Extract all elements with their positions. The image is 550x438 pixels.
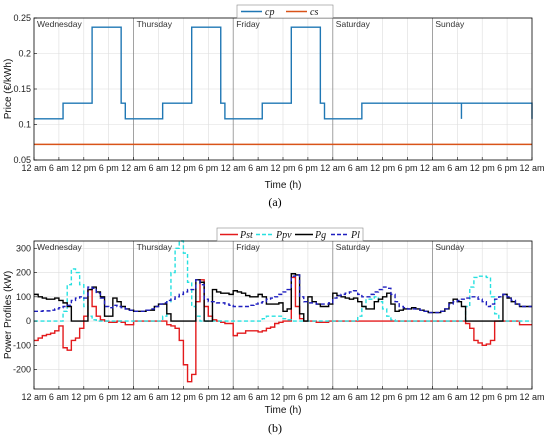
day-label: Saturday	[336, 242, 371, 252]
y-tick-label: 100	[16, 292, 31, 302]
y-tick-label: 0.2	[18, 49, 31, 59]
x-tick-label: 12 pm	[71, 392, 96, 402]
legend-label-ppv: Ppv	[275, 230, 292, 241]
x-tick-label: 12 am	[519, 163, 544, 173]
x-tick-label: 12 pm	[71, 163, 96, 173]
price-legend: cp cs	[236, 4, 334, 19]
legend-label-cp: cp	[265, 7, 274, 18]
x-tick-label: 6 am	[49, 163, 69, 173]
x-tick-label: 6 am	[447, 163, 467, 173]
x-tick-label: 12 pm	[270, 392, 295, 402]
x-tick-label: 12 pm	[370, 392, 395, 402]
day-label: Sunday	[435, 242, 465, 252]
series-line-pg	[34, 273, 532, 322]
y-tick-label: 0.15	[13, 84, 31, 94]
day-label: Friday	[236, 242, 260, 252]
day-label: Wednesday	[37, 242, 82, 252]
day-label: Sunday	[435, 19, 465, 29]
x-tick-label: 6 am	[49, 392, 69, 402]
y-tick-label: 0.1	[18, 120, 31, 130]
day-label: Thursday	[137, 19, 173, 29]
x-tick-label: 6 am	[148, 392, 168, 402]
x-tick-label: 12 am	[420, 392, 445, 402]
x-tick-label: 6 pm	[497, 163, 517, 173]
x-tick-label: 12 am	[420, 163, 445, 173]
x-tick-label: 6 pm	[298, 163, 318, 173]
x-tick-label: 6 am	[348, 392, 368, 402]
x-tick-label: 12 pm	[171, 392, 196, 402]
x-tick-label: 6 pm	[99, 392, 119, 402]
price-y-ticks: 0.05 0.1 0.15 0.2 0.25	[13, 13, 37, 165]
y-tick-label: 0.05	[13, 155, 31, 165]
power-legend: Pst Ppv Pg Pl	[216, 227, 364, 242]
price-x-axis-title: Time (h)	[265, 180, 302, 191]
x-tick-label: 6 am	[148, 163, 168, 173]
caption-a: (a)	[268, 195, 281, 209]
x-tick-label: 12 am	[221, 392, 246, 402]
y-tick-label: 0.25	[13, 13, 31, 23]
legend-label-pg: Pg	[314, 230, 326, 241]
series-line-pl	[34, 274, 532, 314]
y-tick-label: -100	[13, 340, 31, 350]
legend-label-cs: cs	[310, 7, 318, 18]
x-tick-label: 12 pm	[370, 163, 395, 173]
power-x-axis-title: Time (h)	[265, 405, 302, 416]
price-chart: Wednesday Thursday Friday Saturday Sunday 0.…	[3, 4, 545, 209]
power-day-separators	[133, 241, 433, 389]
x-tick-label: 12 am	[221, 163, 246, 173]
x-tick-label: 12 pm	[470, 392, 495, 402]
x-tick-label: 6 am	[248, 392, 268, 402]
x-tick-label: 6 am	[447, 392, 467, 402]
price-legend-box	[236, 4, 334, 19]
x-tick-label: 12 am	[21, 163, 46, 173]
x-tick-label: 6 pm	[497, 392, 517, 402]
price-y-axis-title: Price (€/kWh)	[3, 59, 14, 120]
x-tick-label: 6 pm	[397, 163, 417, 173]
power-day-labels: Wednesday Thursday Friday Saturday Sunday	[37, 242, 465, 252]
x-tick-label: 6 am	[348, 163, 368, 173]
x-tick-label: 6 pm	[298, 392, 318, 402]
day-label: Saturday	[336, 19, 371, 29]
x-tick-label: 6 pm	[198, 163, 218, 173]
x-tick-label: 12 pm	[270, 163, 295, 173]
x-tick-label: 6 pm	[99, 163, 119, 173]
legend-label-pst: Pst	[239, 230, 253, 241]
x-tick-label: 12 am	[21, 392, 46, 402]
x-tick-label: 6 am	[248, 163, 268, 173]
day-label: Friday	[236, 19, 260, 29]
power-legend-box	[216, 227, 364, 242]
power-series	[34, 240, 532, 383]
day-label: Wednesday	[37, 19, 82, 29]
x-tick-label: 6 pm	[397, 392, 417, 402]
y-tick-label: 0	[26, 316, 31, 326]
power-chart: Wednesday Thursday Friday Saturday Sunday -2…	[3, 227, 545, 435]
day-label: Thursday	[137, 242, 173, 252]
series-line-cp	[34, 26, 533, 120]
x-tick-label: 12 am	[519, 392, 544, 402]
x-tick-label: 12 am	[320, 392, 345, 402]
power-y-axis-title: Power Profiles (kW)	[3, 271, 14, 359]
price-day-separators	[133, 18, 433, 160]
x-tick-label: 6 pm	[198, 392, 218, 402]
x-tick-label: 12 am	[121, 163, 146, 173]
series-line-ppv	[34, 240, 532, 322]
y-tick-label: 200	[16, 268, 31, 278]
price-series	[34, 26, 533, 146]
power-x-ticks: 12 am 6 am 12 pm 6 pm 12 am 6 am 12 pm 6 pm 12 a…	[21, 386, 545, 402]
x-tick-label: 12 pm	[470, 163, 495, 173]
price-day-labels: Wednesday Thursday Friday Saturday Sunday	[37, 19, 465, 29]
x-tick-label: 12 pm	[171, 163, 196, 173]
series-line-pst	[34, 276, 532, 383]
power-y-ticks: -200 -100 0 100 200 300	[13, 243, 37, 375]
legend-label-pl: Pl	[350, 230, 360, 241]
y-tick-label: 300	[16, 243, 31, 253]
x-tick-label: 12 am	[121, 392, 146, 402]
y-tick-label: -200	[13, 365, 31, 375]
caption-b: (b)	[268, 421, 282, 435]
price-x-ticks: 12 am 6 am 12 pm 6 pm 12 am 6 am 12 pm 6 pm 12 a…	[21, 157, 545, 173]
power-grid	[34, 241, 532, 389]
x-tick-label: 12 am	[320, 163, 345, 173]
price-grid	[34, 17, 532, 161]
